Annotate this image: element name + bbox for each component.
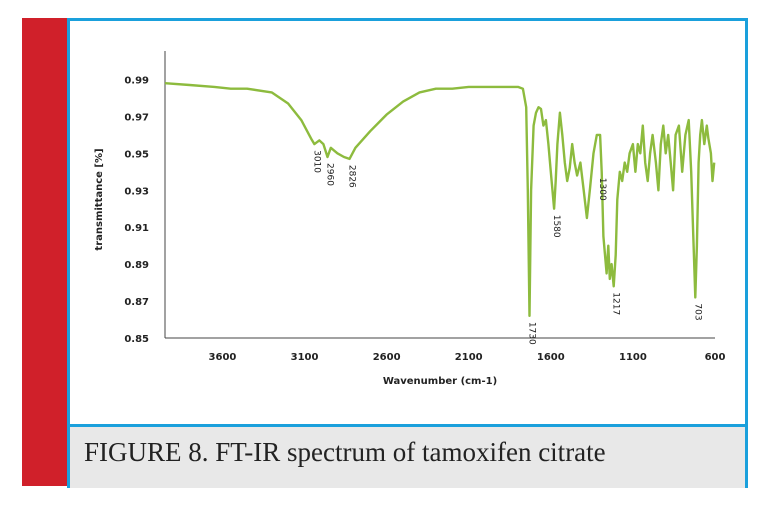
peak-labels: 3010 2960 2826 1730 1580 1300 1217 703 (311, 150, 702, 345)
peak-label: 1300 (597, 178, 607, 201)
x-tick-label: 2600 (373, 352, 401, 363)
y-tick-label: 0.91 (124, 223, 149, 234)
x-tick-label: 3100 (291, 352, 319, 363)
peak-label: 2826 (347, 165, 357, 188)
x-tick-label: 1100 (619, 352, 647, 363)
y-tick-label: 0.99 (124, 75, 149, 86)
accent-bar (22, 18, 68, 486)
figure-caption: FIGURE 8. FT-IR spectrum of tamoxifen ci… (84, 437, 606, 467)
y-axis-title: transmittance [%] (94, 148, 105, 250)
peak-label: 1580 (551, 215, 561, 238)
y-tick-label: 0.87 (124, 297, 149, 308)
x-tick-label: 2100 (455, 352, 483, 363)
peak-label: 1217 (611, 292, 621, 315)
peak-label: 2960 (325, 163, 335, 186)
caption-box: FIGURE 8. FT-IR spectrum of tamoxifen ci… (70, 424, 745, 488)
y-tick-label: 0.95 (124, 149, 149, 160)
x-tick-label: 600 (705, 352, 726, 363)
peak-label: 703 (692, 303, 702, 320)
peak-label: 1730 (526, 322, 536, 345)
peak-label: 3010 (311, 150, 321, 173)
figure-frame: 0.85 0.87 0.89 0.91 0.93 0.95 0.97 0.99 3600 310… (67, 18, 748, 488)
x-tick-label: 3600 (209, 352, 237, 363)
y-tick-label: 0.93 (124, 186, 149, 197)
ftir-chart: 0.85 0.87 0.89 0.91 0.93 0.95 0.97 0.99 3600 310… (94, 51, 726, 387)
y-tick-label: 0.97 (124, 112, 149, 123)
x-tick-labels: 3600 3100 2600 2100 1600 1100 600 (209, 352, 726, 363)
y-tick-label: 0.85 (124, 334, 149, 345)
y-tick-label: 0.89 (124, 260, 149, 271)
y-tick-labels: 0.85 0.87 0.89 0.91 0.93 0.95 0.97 0.99 (124, 75, 149, 345)
spectrum-series-line (164, 82, 716, 317)
x-axis-title: Wavenumber (cm-1) (383, 376, 497, 387)
x-tick-label: 1600 (537, 352, 565, 363)
